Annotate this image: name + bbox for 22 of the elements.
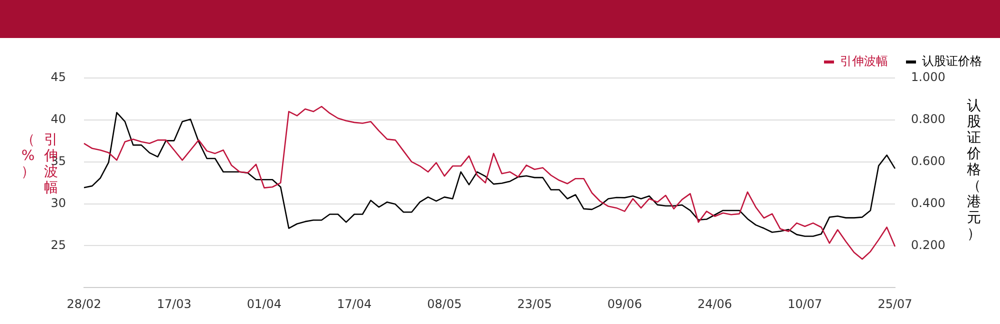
legend-label: 认股证价格 [922, 54, 982, 68]
x-tick-label: 17/04 [337, 296, 372, 311]
x-tick-label: 25/07 [878, 296, 912, 311]
y-tick-label: 25 [50, 238, 66, 252]
y2-tick-label: 0.800 [911, 112, 946, 126]
y2-tick-label: 0.600 [911, 154, 946, 168]
y-tick-label: 45 [50, 70, 66, 84]
text: 认股证价格（港元） [967, 98, 981, 242]
x-tick-label: 24/06 [697, 296, 732, 311]
y2-tick-label: 1.000 [911, 70, 946, 84]
x-tick-label: 01/04 [246, 296, 282, 311]
x-tick-label: 28/02 [66, 296, 102, 311]
y-tick-label: 40 [50, 112, 66, 126]
y2-tick-label: 0.200 [911, 238, 946, 252]
legend-label: 引伸波幅 [840, 54, 888, 68]
x-tick-label: 23/05 [517, 296, 552, 311]
x-tick-label: 17/03 [156, 296, 192, 311]
y-tick-label: 30 [50, 196, 66, 210]
x-tick-label: 10/07 [788, 296, 822, 311]
x-tick-label: 08/05 [427, 296, 462, 311]
x-tick-label: 09/06 [607, 296, 642, 311]
y2-tick-label: 0.400 [911, 196, 946, 210]
